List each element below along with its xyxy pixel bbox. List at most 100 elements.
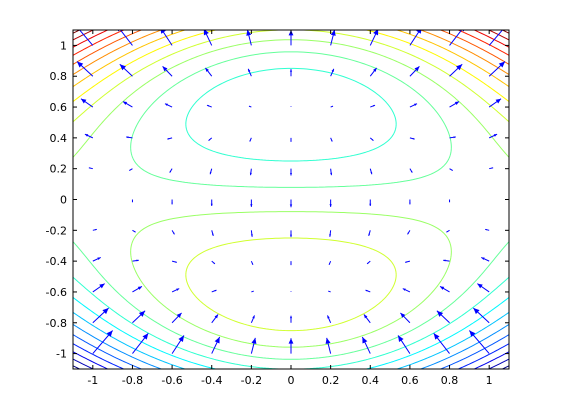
quiver-arrow-8-7: [409, 137, 415, 140]
contour-level-2: [73, 351, 509, 369]
quiver-arrow-6-3: [328, 260, 332, 266]
y-axis-ticks: -1 -0.8 -0.6 -0.4 -0.2 0 0.2 0.4 0.6 0.8 1: [46, 39, 509, 361]
quiver-arrow-4-10: [246, 30, 252, 46]
quiver-arrow-9-1: [436, 310, 450, 324]
quiver-arrow-9-7: [449, 136, 456, 139]
contour-level-5: [73, 323, 509, 369]
y-tick-label: 0.2: [50, 163, 68, 176]
quiver-arrow-3-0: [211, 336, 221, 354]
quiver-arrow-1-7: [126, 136, 133, 139]
quiver-arrow-8-2: [402, 288, 411, 293]
y-tick-label: -0.2: [46, 224, 67, 237]
quiver-arrow-3-6: [209, 168, 213, 175]
quiver-arrow-1-2: [132, 285, 143, 293]
contour-level-12: [73, 30, 509, 102]
quiver-arrow-8-5: [409, 199, 411, 205]
quiver-arrow-6-1: [327, 315, 332, 323]
quiver-arrow-6-8: [330, 105, 334, 108]
y-tick-label: 0.6: [50, 101, 68, 114]
y-tick-label: 1: [60, 39, 67, 52]
quiver-arrow-7-2: [365, 289, 371, 293]
quiver-arrow-6-6: [330, 168, 333, 176]
quiver-arrow-0-7: [84, 133, 94, 139]
quiver-arrow-7-1: [363, 314, 371, 324]
quiver-arrow-6-7: [330, 137, 333, 142]
y-tick-label: 0.4: [50, 132, 68, 145]
quiver-arrow-1-5: [131, 199, 133, 203]
quiver-arrow-9-5: [449, 199, 451, 203]
y-tick-label: -1: [56, 348, 67, 361]
quiver-arrows: [76, 30, 506, 354]
quiver-arrow-2-8: [164, 103, 173, 108]
quiver-arrow-6-10: [330, 30, 336, 46]
quiver-arrow-4-0: [250, 337, 257, 354]
quiver-arrow-9-3: [443, 259, 450, 262]
quiver-arrow-7-5: [369, 199, 372, 206]
quiver-arrow-5-9: [289, 69, 293, 77]
quiver-arrow-8-0: [397, 335, 411, 354]
quiver-arrow-4-6: [249, 168, 252, 176]
contour-level-6: [73, 311, 509, 369]
quiver-arrow-0-8: [80, 98, 94, 108]
quiver-arrow-1-1: [132, 310, 146, 324]
y-tick-label: -0.6: [46, 286, 67, 299]
quiver-arrow-10-8: [488, 98, 502, 108]
quiver-arrow-2-5: [171, 199, 173, 205]
quiver-arrow-10-2: [477, 283, 490, 293]
quiver-arrow-9-9: [449, 63, 463, 77]
contour-level-11: [73, 30, 509, 332]
x-tick-label: 0.6: [401, 374, 419, 387]
quiver-arrow-2-7: [167, 137, 173, 140]
quiver-arrow-4-7: [249, 137, 252, 142]
quiver-arrow-9-0: [433, 332, 450, 354]
y-tick-label: -0.4: [46, 255, 67, 268]
x-tick-label: 0: [288, 374, 295, 387]
x-tick-label: 1: [486, 374, 493, 387]
quiver-arrow-9-8: [449, 101, 460, 108]
quiver-arrow-2-6: [169, 168, 173, 173]
x-tick-label: -0.2: [241, 374, 262, 387]
quiver-arrow-2-4: [171, 230, 175, 235]
quiver-arrow-7-6: [369, 168, 373, 175]
quiver-arrow-7-7: [369, 137, 374, 142]
quiver-arrow-7-3: [366, 260, 371, 265]
quiver-arrow-1-0: [132, 332, 149, 354]
quiver-arrow-4-4: [250, 230, 253, 237]
quiver-arrow-4-8: [248, 105, 252, 108]
contour-level-7: [73, 297, 509, 369]
quiver-arrow-3-2: [211, 289, 217, 293]
quiver-arrow-10-7: [488, 133, 498, 139]
quiver-arrow-0-6: [88, 167, 93, 170]
quiver-arrow-1-4: [132, 229, 136, 233]
quiver-arrow-8-1: [400, 312, 411, 324]
quiver-arrow-5-5: [289, 199, 293, 208]
quiver-arrow-10-3: [481, 256, 490, 262]
quiver-arrow-3-4: [211, 230, 214, 236]
contour-level-3: [73, 343, 509, 369]
quiver-arrow-8-3: [405, 260, 411, 263]
quiver-arrow-1-6: [129, 168, 133, 171]
quiver-arrow-2-9: [162, 66, 173, 77]
y-tick-label: -0.8: [46, 317, 67, 330]
quiver-arrow-3-3: [211, 260, 216, 265]
quiver-arrow-2-3: [171, 260, 177, 263]
quiver-arrow-6-4: [329, 230, 332, 237]
contour-level-8: [73, 67, 509, 369]
contour-level-10: [73, 39, 509, 348]
quiver-arrow-8-4: [407, 230, 411, 235]
quiver-arrow-3-5: [210, 199, 213, 206]
quiver-arrow-4-9: [247, 68, 252, 77]
contour-level-4: [73, 334, 509, 369]
x-tick-label: 0.2: [322, 374, 340, 387]
quiver-arrow-6-5: [329, 199, 332, 207]
quiver-arrow-8-9: [409, 66, 420, 77]
quiver-arrow-10-4: [485, 228, 490, 231]
quiver-arrow-4-3: [250, 260, 254, 266]
quiver-arrow-10-9: [488, 61, 506, 77]
quiver-arrow-6-9: [330, 68, 335, 77]
quiver-arrow-3-1: [211, 314, 219, 324]
x-axis-ticks: -1 -0.8 -0.6 -0.4 -0.2 0 0.2 0.4 0.6 0.8 1: [87, 30, 493, 387]
contour-level-9: [73, 51, 509, 360]
quiver-arrow-7-0: [361, 336, 371, 354]
